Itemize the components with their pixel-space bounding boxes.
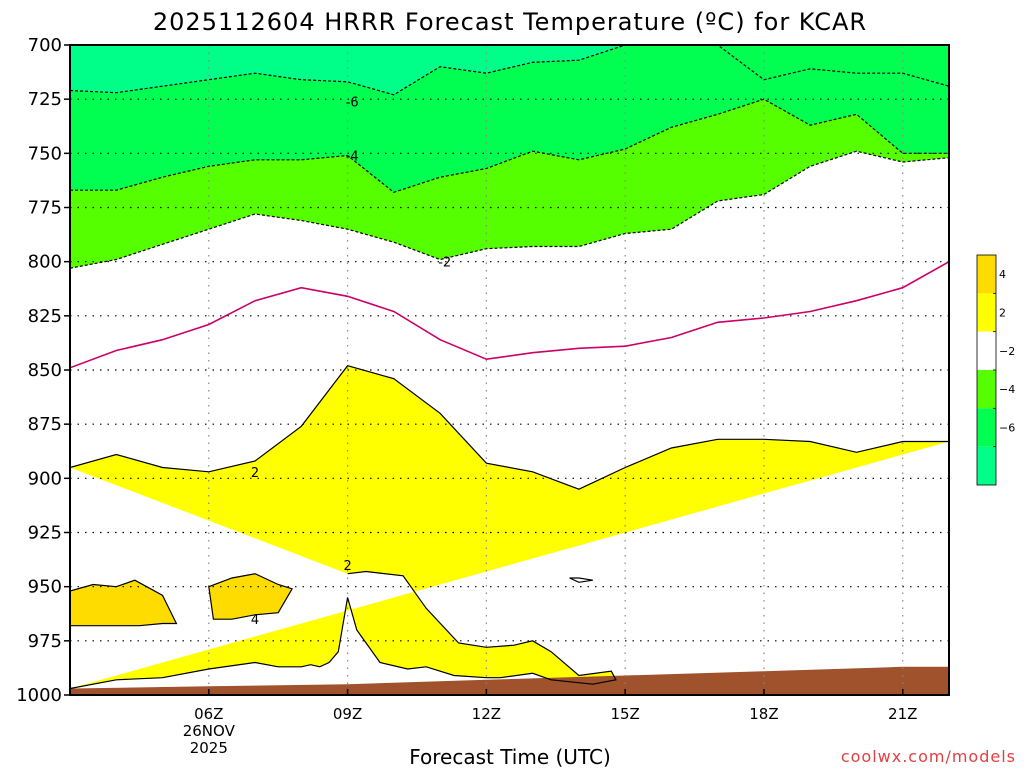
y-tick-label: 975	[28, 631, 62, 652]
legend-label: −4	[999, 383, 1015, 396]
plot-area	[70, 45, 949, 695]
band-below-minus6	[70, 45, 626, 95]
y-tick-label: 850	[28, 360, 62, 381]
legend-label: 2	[999, 307, 1006, 320]
legend-swatch	[977, 331, 996, 370]
contour-line-4	[208, 573, 293, 620]
contour-line-minus6	[70, 45, 626, 96]
legend-swatch	[977, 408, 996, 447]
contour-lines	[70, 45, 949, 690]
legend-swatch	[977, 293, 996, 332]
y-tick-label: 875	[28, 414, 62, 435]
y-tick-label: 775	[28, 198, 62, 219]
contour-line-2	[70, 570, 617, 690]
contour-line-2	[70, 365, 949, 490]
contour-labels: -6 -4 -2 2 2 4	[251, 95, 451, 628]
y-tick-label: 950	[28, 577, 62, 598]
contour-label: -4	[346, 150, 359, 165]
x-tick-label: 21Z	[888, 705, 917, 723]
x-tick-label: 15Z	[610, 705, 639, 723]
legend-swatch	[977, 446, 996, 485]
x-tick-label: 18Z	[749, 705, 778, 723]
contour-line-minus2	[70, 150, 949, 269]
x-tick-label: 09Z	[333, 705, 362, 723]
band-above-4-central	[208, 573, 293, 620]
legend-swatch	[977, 370, 996, 409]
terrain-below-ground	[70, 666, 949, 695]
chart-title: 2025112604 HRRR Forecast Temperature (ºC…	[153, 8, 867, 36]
x-axis-label: Forecast Time (UTC)	[409, 745, 611, 768]
y-tick-label: 825	[28, 306, 62, 327]
contour-label: 2	[343, 559, 351, 574]
contour-label: 4	[251, 613, 259, 628]
y-tick-label: 925	[28, 523, 62, 544]
contour-line-0	[70, 261, 949, 369]
legend-colorbar: 4 2 −2 −4 −6	[976, 254, 1015, 486]
y-tick-label: 700	[28, 35, 62, 56]
legend-label: 4	[999, 268, 1006, 281]
band-above-4-west	[70, 580, 177, 626]
band-2-to-4	[70, 365, 949, 689]
x-tick-year: 2025	[190, 739, 228, 757]
y-axis: 700 725 750 775 800 825 850 875 900 925 950 975 1000	[16, 35, 70, 706]
legend-label: −6	[999, 422, 1015, 435]
contour-line-2	[569, 577, 593, 583]
x-tick-date: 26NOV	[183, 722, 236, 740]
contour-line-minus6	[625, 45, 949, 87]
band-minus6-minus4	[70, 45, 949, 193]
y-tick-label: 800	[28, 252, 62, 273]
y-tick-label: 725	[28, 89, 62, 110]
y-tick-label: 1000	[16, 685, 62, 706]
contour-label: -2	[438, 256, 451, 271]
x-tick-label: 06Z	[194, 705, 223, 723]
contour-line-minus4	[70, 98, 949, 193]
contour-label: -6	[346, 95, 359, 110]
legend-label: −2	[999, 345, 1015, 358]
y-tick-label: 900	[28, 468, 62, 489]
x-tick-label: 12Z	[472, 705, 501, 723]
y-tick-label: 750	[28, 143, 62, 164]
legend-swatch	[977, 255, 996, 294]
credit-text: coolwx.com/models	[841, 747, 1016, 766]
contour-line-4	[70, 579, 178, 627]
contour-label: 2	[251, 466, 259, 481]
